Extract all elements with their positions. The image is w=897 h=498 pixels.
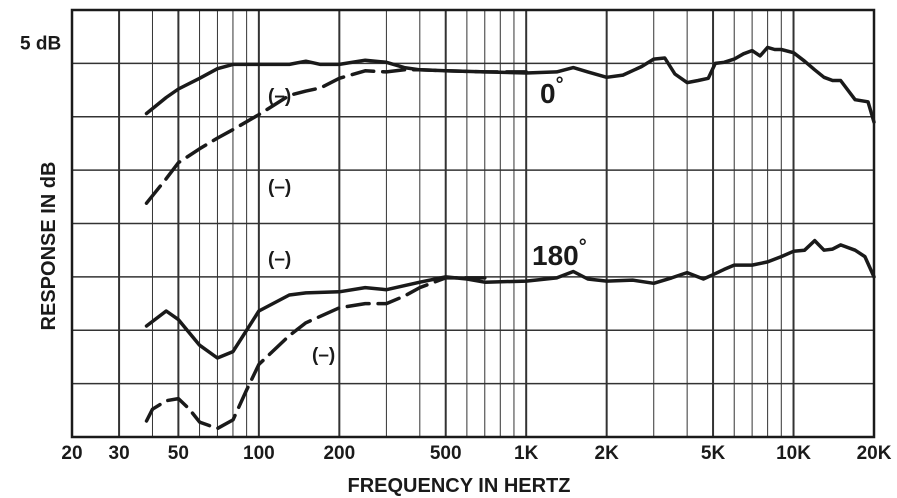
x-axis-title: FREQUENCY IN HERTZ	[348, 475, 571, 497]
x-tick-label: 20K	[857, 443, 892, 464]
vertical-gridlines	[71, 10, 875, 437]
x-tick-label: 2K	[595, 443, 620, 464]
x-tick-label: 50	[168, 443, 189, 464]
solid-curve-marker-top: (–)	[268, 86, 291, 107]
x-tick-label: 10K	[776, 443, 811, 464]
x-tick-label: 100	[243, 443, 275, 464]
dashed-curve-marker-bottom: (–)	[312, 345, 335, 366]
dashed-curve-marker-top: (–)	[268, 177, 291, 198]
x-tick-label: 200	[323, 443, 355, 464]
degree-symbol: °	[556, 74, 564, 96]
series-1-solid-line	[144, 45, 876, 124]
x-tick-labels: 20 30 50 100 200 500 1K 2K 5K 10K 20K	[61, 443, 891, 464]
angle-label-180: 180°	[532, 236, 587, 271]
solid-curve-marker-bottom: (–)	[268, 249, 291, 270]
plot-frame	[70, 8, 876, 439]
angle-label-0: 0°	[540, 74, 564, 109]
series-3-solid-line	[144, 238, 876, 360]
x-tick-label: 20	[61, 443, 82, 464]
series-4-dashed-line	[144, 276, 487, 431]
x-tick-label: 5K	[701, 443, 726, 464]
x-tick-label: 1K	[514, 443, 539, 464]
x-tick-label: 30	[109, 443, 130, 464]
y-axis-title: RESPONSE IN dB	[38, 162, 60, 331]
response-curves	[144, 45, 876, 431]
series-2-dashed-line	[144, 68, 528, 205]
x-tick-label: 500	[430, 443, 462, 464]
horizontal-gridlines	[72, 9, 874, 438]
y-scale-label: 5 dB	[20, 33, 61, 54]
degree-symbol: °	[579, 236, 587, 258]
